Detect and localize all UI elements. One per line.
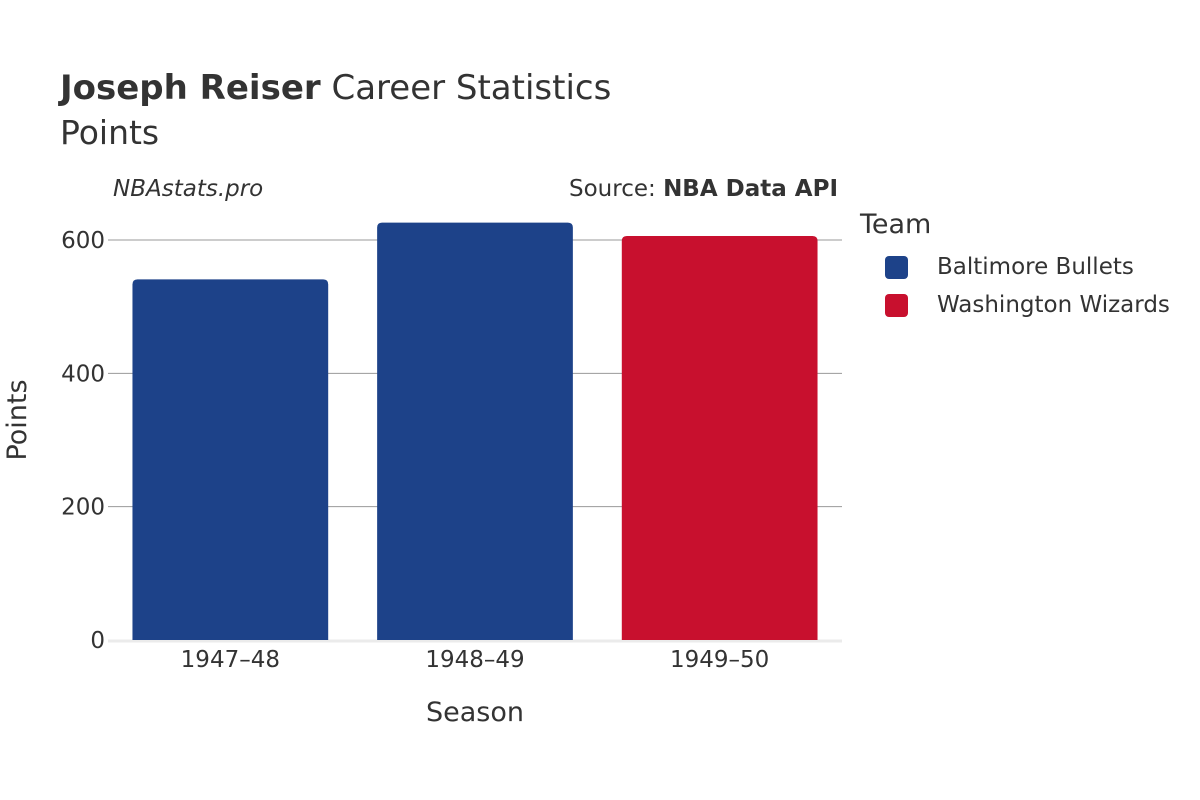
title-suffix: Career Statistics [331,68,612,108]
chart-title: Joseph Reiser Career Statistics [60,68,611,108]
y-tick-label: 0 [90,628,105,654]
bars [132,222,818,640]
x-axis-ticks: 1947–48 1948–49 1949–50 [181,647,770,673]
x-tick-label: 1949–50 [670,647,769,673]
y-axis-ticks: 0 200 400 600 [61,228,105,654]
x-axis-title: Season [426,697,524,728]
legend-title: Team [860,209,932,240]
legend-item-washington-wizards[interactable]: Washington Wizards [885,292,1170,318]
source-credit: Source: NBA Data API [569,176,838,202]
legend-label: Washington Wizards [937,292,1170,318]
bar-1948–49[interactable] [377,222,573,640]
y-tick-label: 400 [61,361,105,387]
source-prefix: Source: [569,176,664,202]
y-tick-label: 200 [61,495,105,521]
watermark: NBAstats.pro [113,176,264,202]
chart-subtitle: Points [60,113,160,152]
legend-item-baltimore-bullets[interactable]: Baltimore Bullets [885,254,1134,280]
x-tick-label: 1947–48 [181,647,280,673]
legend-label: Baltimore Bullets [937,254,1134,280]
legend-swatch [885,255,908,279]
legend-swatch [885,293,908,317]
y-axis-title: Points [2,379,33,460]
y-tick-label: 600 [61,228,105,254]
x-tick-label: 1948–49 [425,647,524,673]
source-name: NBA Data API [663,176,838,202]
player-name: Joseph Reiser [60,68,321,108]
bar-1949–50[interactable] [621,236,818,640]
bar-1947–48[interactable] [132,279,329,640]
